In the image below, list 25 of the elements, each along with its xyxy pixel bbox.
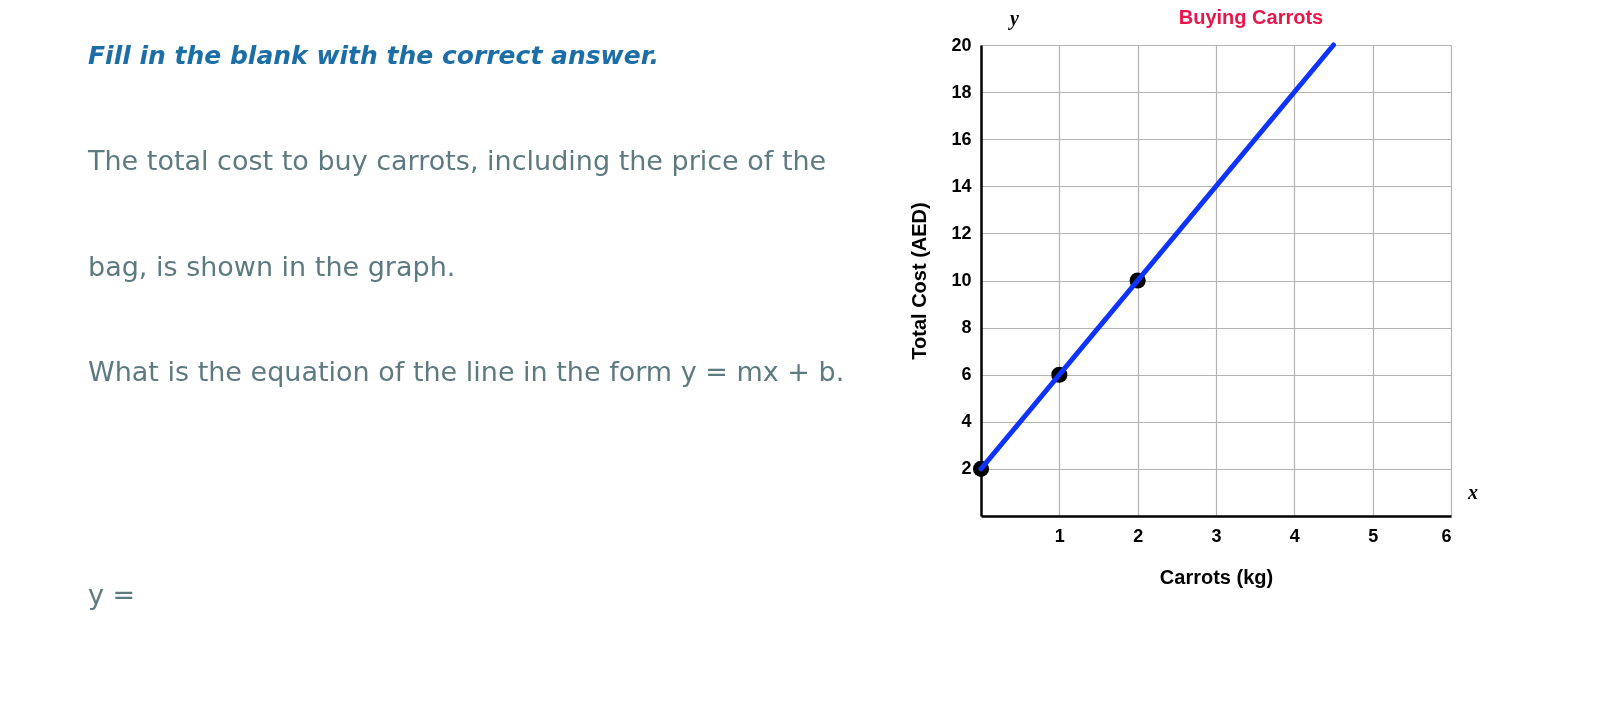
text: x: [1467, 481, 1478, 503]
x-tick-label: 6: [1441, 525, 1452, 546]
y-tick-label: 2: [961, 458, 972, 479]
y-axis-title: Total Cost (AED): [908, 202, 931, 360]
x-tick-label: 5: [1368, 525, 1379, 546]
y-tick-label: 10: [951, 270, 972, 290]
y-tick-label: 4: [961, 411, 972, 432]
y-tick-label: 12: [951, 222, 972, 243]
text: y =: [88, 579, 136, 610]
chart-title: Buying Carrots: [1178, 6, 1324, 28]
x-tick-label: 3: [1211, 525, 1222, 546]
x-tick-label: 1: [1054, 525, 1065, 546]
x-tick-label: 4: [1289, 525, 1300, 546]
y-tick-label: 6: [961, 364, 972, 385]
y-tick-label: 18: [951, 81, 972, 102]
y-tick-label: 20: [951, 34, 972, 55]
text: The total cost to buy carrots, including the price of the bag, is shown in the graph.: [88, 145, 827, 282]
y-tick-label: 16: [951, 128, 972, 149]
x-axis-title: Carrots (kg): [1159, 565, 1274, 588]
text: y: [1008, 7, 1019, 30]
text: Fill in the blank with the correct answer.: [88, 41, 659, 70]
y-tick-label: 14: [951, 175, 972, 196]
x-tick-label: 2: [1133, 525, 1144, 546]
text: What is the equation of the line in the form y = mx + b.: [88, 356, 845, 387]
y-tick-label: 8: [961, 317, 972, 338]
